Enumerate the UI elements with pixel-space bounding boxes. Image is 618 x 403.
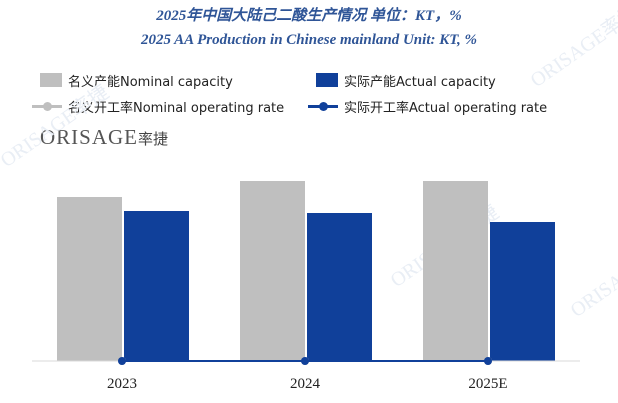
point-actual-rate xyxy=(118,357,126,365)
bar-nominal-capacity xyxy=(240,181,305,361)
x-tick-label: 2025E xyxy=(468,376,507,392)
logo-text: ORISAGE xyxy=(40,125,139,149)
logo-cn: 率捷 xyxy=(138,130,169,148)
legend-label-nominal-rate: 名义开工率Nominal operating rate xyxy=(68,100,285,116)
bar-nominal-capacity xyxy=(57,197,122,361)
point-actual-rate xyxy=(484,357,492,365)
legend-item-nominal-capacity: 名义产能Nominal capacity xyxy=(40,70,233,90)
legend-label-actual-rate: 实际开工率Actual operating rate xyxy=(344,100,548,116)
bar-nominal-capacity xyxy=(423,181,488,361)
legend-item-actual-rate: 实际开工率Actual operating rate xyxy=(308,96,547,116)
legend-label-nominal-capacity: 名义产能Nominal capacity xyxy=(68,74,233,90)
legend-swatch-nominal-capacity xyxy=(40,73,62,87)
legend-swatch-actual-capacity xyxy=(316,73,338,87)
point-actual-rate xyxy=(301,357,309,365)
legend-item-actual-capacity: 实际产能Actual capacity xyxy=(316,70,496,90)
x-tick-label: 2023 xyxy=(107,376,137,392)
chart-title-en: 2025 AA Production in Chinese mainland U… xyxy=(140,32,478,48)
legend: 名义产能Nominal capacity 实际产能Actual capacity… xyxy=(32,70,600,120)
bar-actual-capacity xyxy=(307,213,372,361)
bar-actual-capacity xyxy=(490,222,555,361)
bar-actual-capacity xyxy=(124,211,189,361)
orisage-logo: ORISAGE率捷 xyxy=(40,125,168,150)
legend-label-actual-capacity: 实际产能Actual capacity xyxy=(344,74,496,90)
legend-swatch-nominal-rate xyxy=(32,99,62,113)
chart-title-cn: 2025年中国大陆己二酸生产情况 单位：KT，% xyxy=(156,8,462,24)
x-tick-label: 2024 xyxy=(290,376,321,392)
legend-item-nominal-rate: 名义开工率Nominal operating rate xyxy=(32,96,284,116)
legend-swatch-actual-rate xyxy=(308,99,338,113)
